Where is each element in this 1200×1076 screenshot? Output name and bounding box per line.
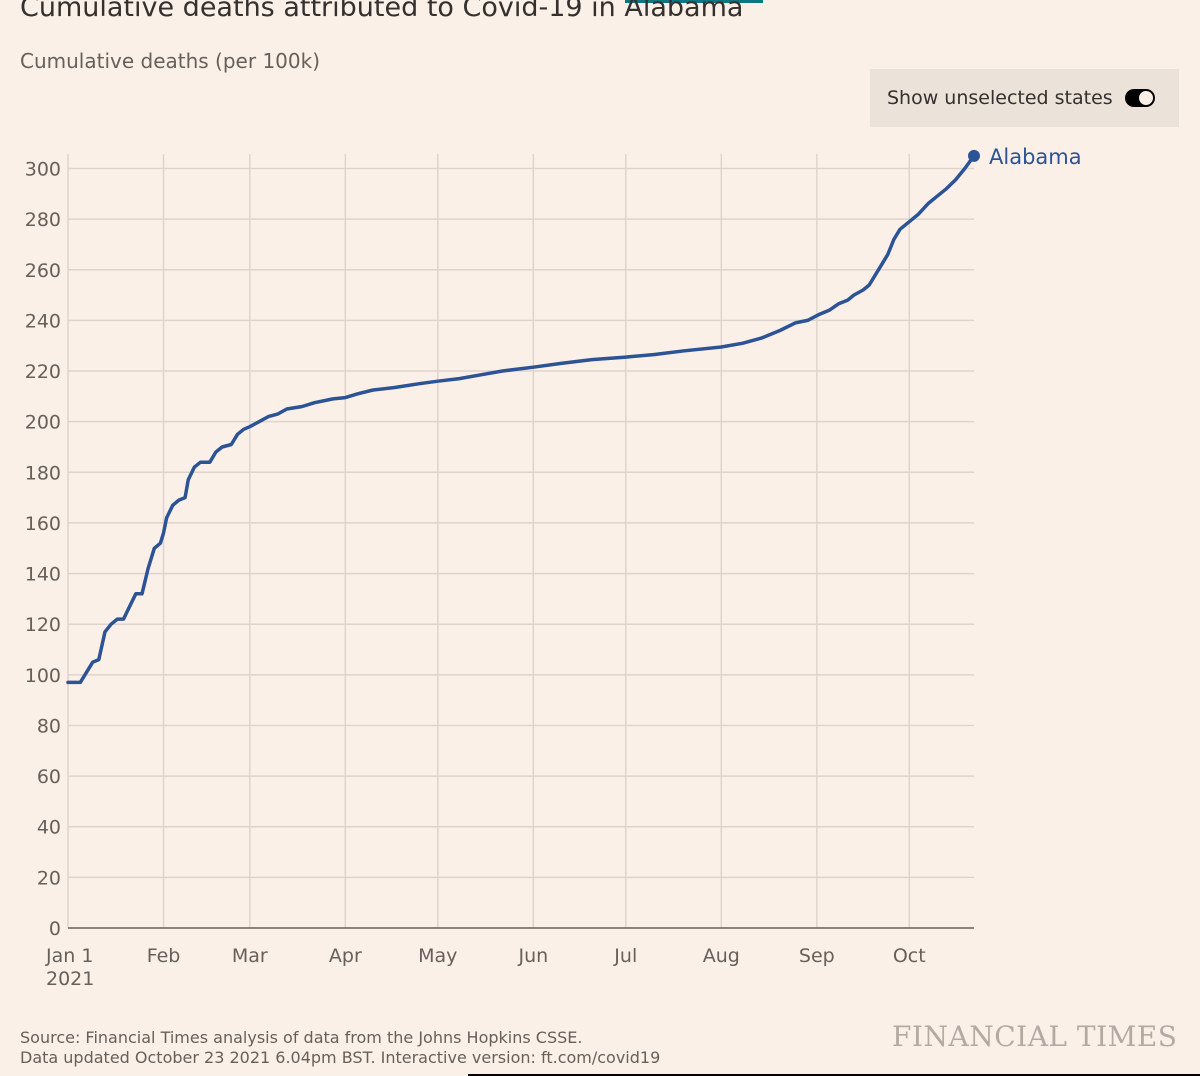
series-line-alabama <box>66 154 976 685</box>
y-tick-label: 280 <box>25 209 61 231</box>
y-tick-label: 140 <box>25 564 61 586</box>
x-tick-label: Jul <box>613 945 637 967</box>
header-accent-rule <box>625 0 763 3</box>
series-end-marker <box>968 149 980 162</box>
series-layer: Alabama <box>66 145 1082 685</box>
x-tick-label: Jan 1 <box>45 945 93 967</box>
y-tick-label: 80 <box>37 715 61 737</box>
x-tick-label: Jun <box>517 945 548 967</box>
y-tick-label: 180 <box>25 462 61 484</box>
series-label: Alabama <box>989 145 1082 169</box>
show-unselected-states-toggle[interactable]: Show unselected states <box>870 69 1179 127</box>
x-tick-label: May <box>418 945 457 967</box>
source-note: Source: Financial Times analysis of data… <box>20 1028 583 1047</box>
axes: 0 20 40 60 80 100 120 140 160 180 200 220 240 260 280 3… <box>25 159 974 990</box>
y-tick-label: 260 <box>25 260 61 282</box>
x-tick-label: Mar <box>232 945 268 967</box>
bottom-edge-bar <box>468 1074 1200 1076</box>
y-tick-label: 200 <box>25 412 61 434</box>
update-note: Data updated October 23 2021 6.04pm BST.… <box>20 1048 661 1067</box>
financial-times-logo: FINANCIAL TIMES <box>892 1020 1178 1053</box>
footer: Source: Financial Times analysis of data… <box>20 1028 660 1068</box>
x-tick-label: Apr <box>329 945 362 967</box>
y-tick-label: 240 <box>25 310 61 332</box>
y-tick-label: 160 <box>25 513 61 535</box>
x-tick-label: Oct <box>893 945 926 967</box>
y-tick-label: 60 <box>37 766 61 788</box>
y-tick-label: 40 <box>37 817 61 839</box>
chart-subtitle: Cumulative deaths (per 100k) <box>20 49 320 73</box>
x-tick-sublabel: 2021 <box>46 968 94 990</box>
grid <box>67 154 974 928</box>
y-tick-label: 0 <box>49 918 61 940</box>
x-tick-label: Aug <box>703 945 740 967</box>
y-tick-label: 100 <box>25 665 61 687</box>
toggle-knob <box>1138 91 1153 105</box>
y-tick-label: 120 <box>25 614 61 636</box>
y-tick-label: 300 <box>25 159 61 181</box>
toggle-switch-icon[interactable] <box>1124 89 1155 107</box>
chart-title: Cumulative deaths attributed to Covid-19… <box>20 0 744 23</box>
x-tick-label: Feb <box>147 945 181 967</box>
toggle-label: Show unselected states <box>887 87 1113 109</box>
y-tick-label: 20 <box>37 867 61 889</box>
x-tick-label: Sep <box>799 945 835 967</box>
y-tick-label: 220 <box>25 361 61 383</box>
